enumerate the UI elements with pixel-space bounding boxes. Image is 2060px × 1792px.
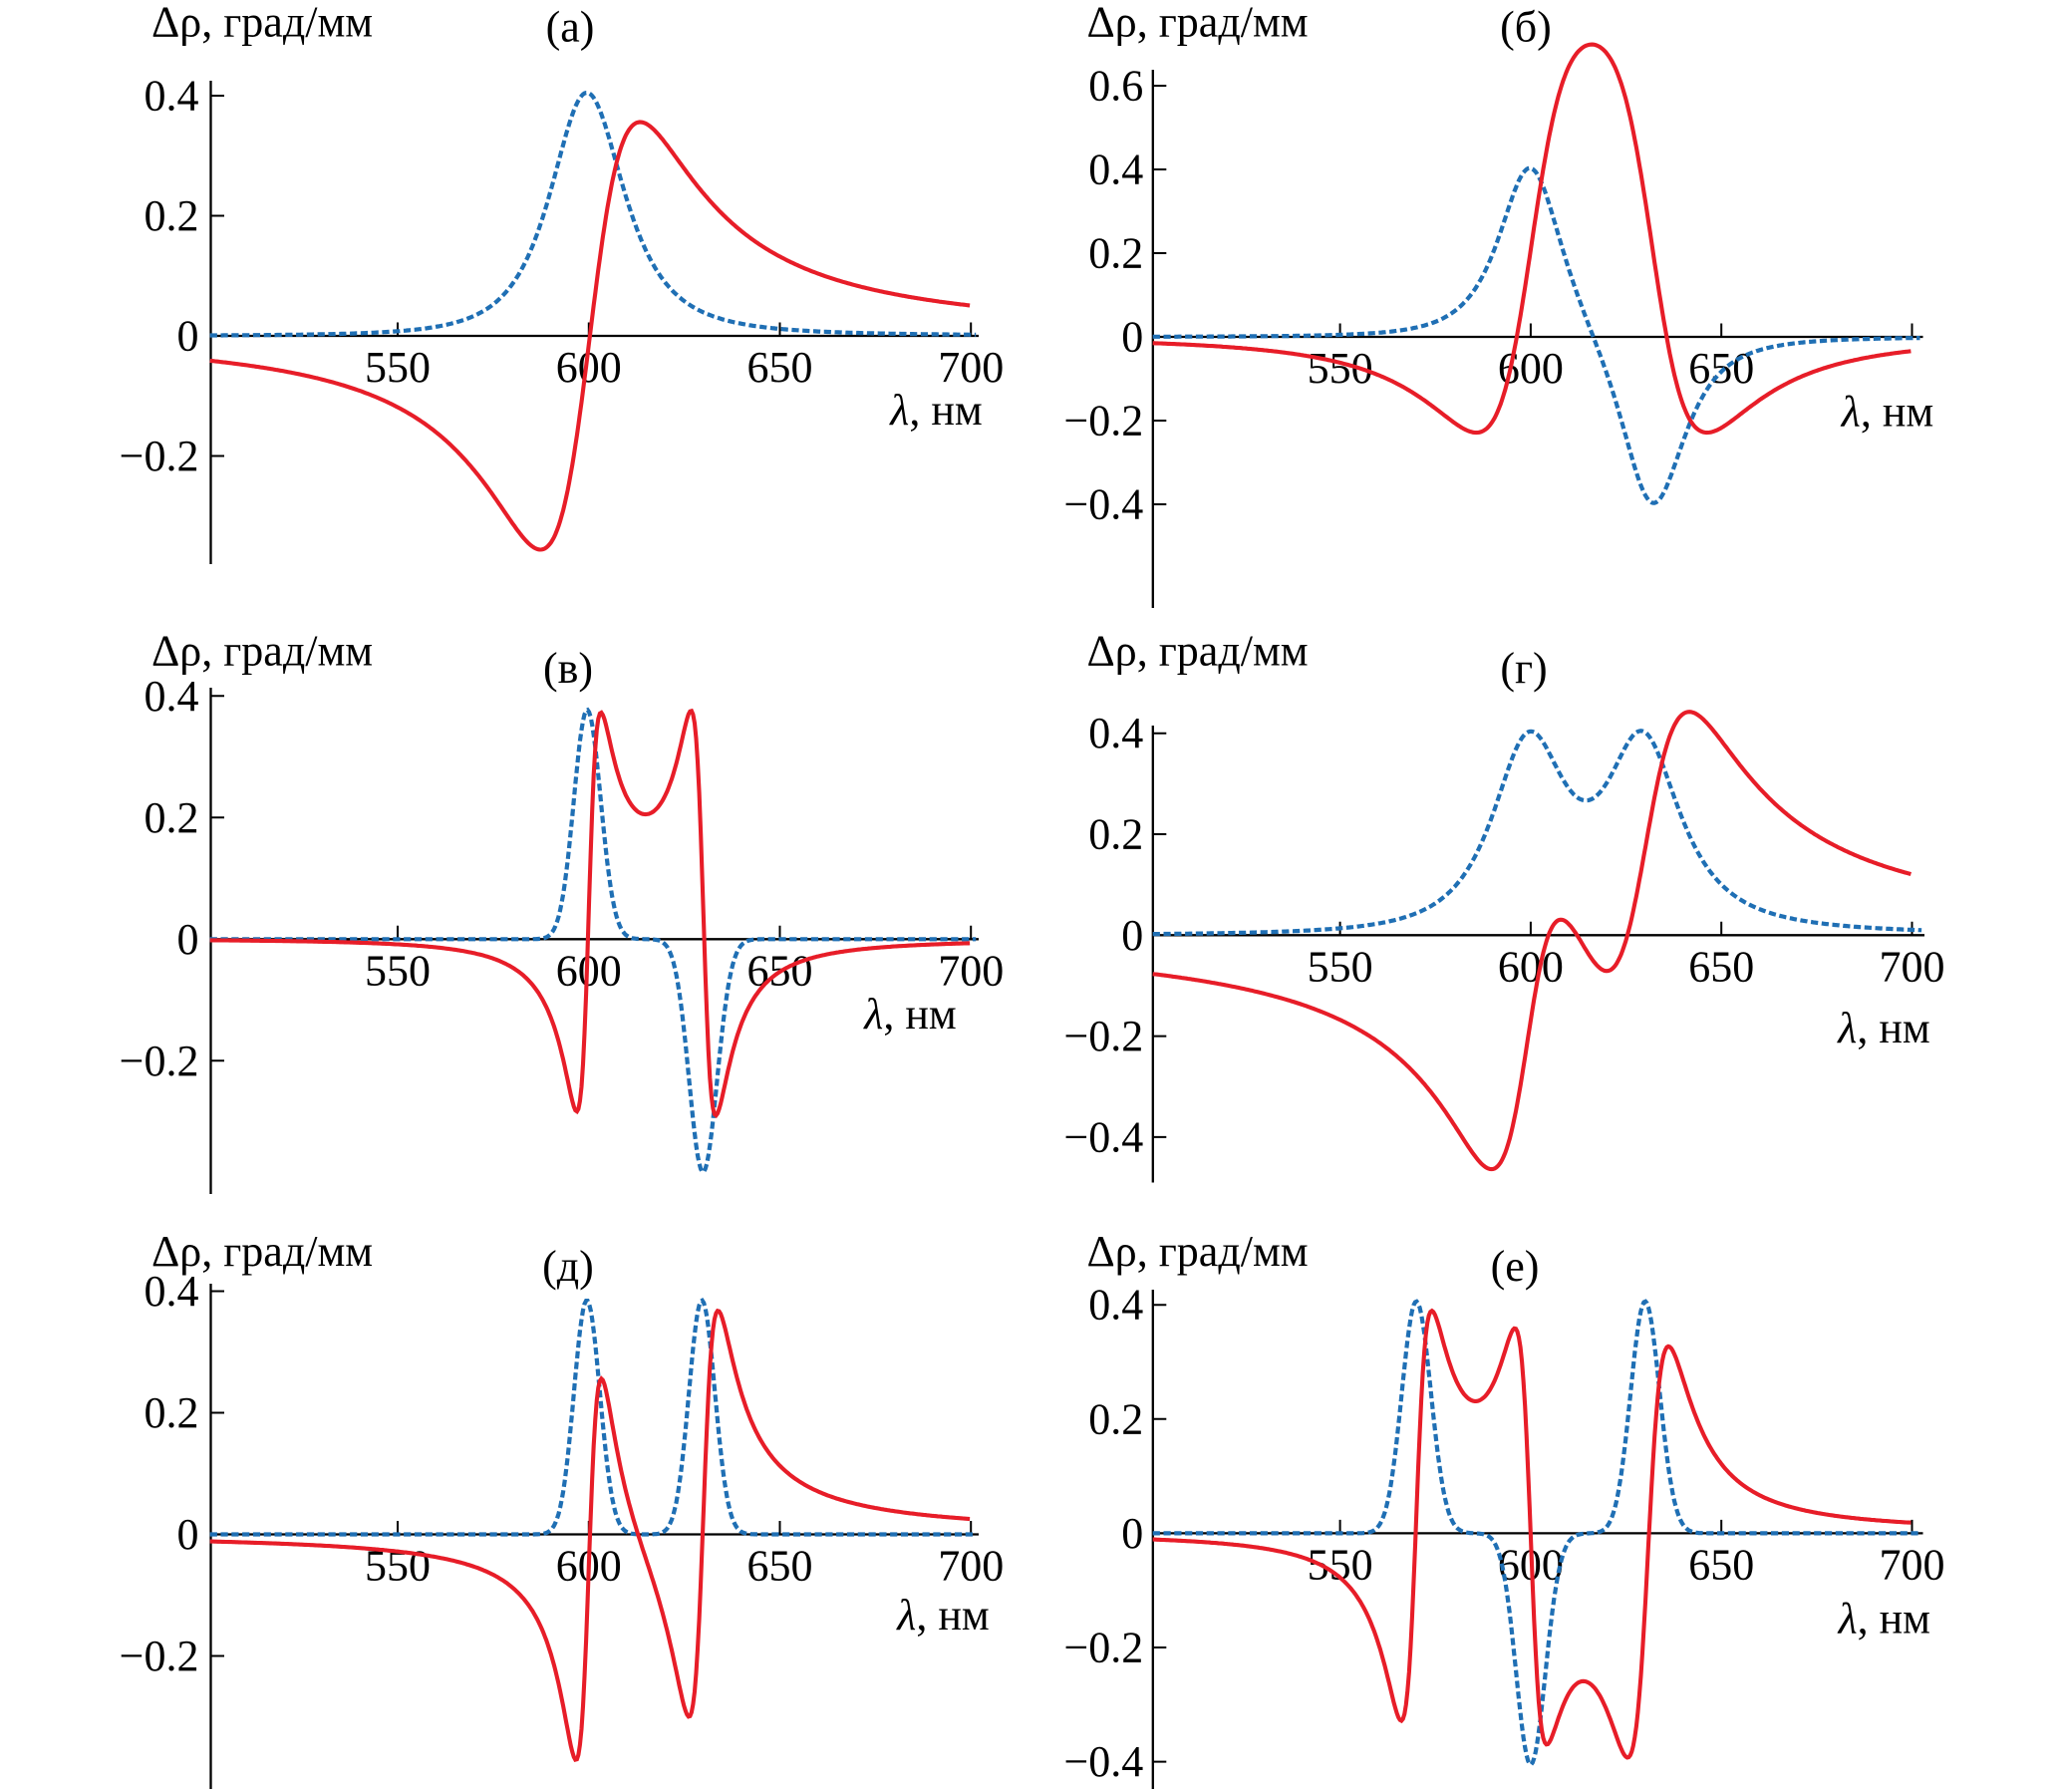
svg-text:−0.2: −0.2 bbox=[1063, 397, 1143, 446]
svg-text:650: 650 bbox=[747, 343, 813, 392]
svg-text:−0.4: −0.4 bbox=[1063, 480, 1143, 529]
svg-text:0: 0 bbox=[177, 915, 199, 964]
svg-text:700: 700 bbox=[938, 1542, 1004, 1591]
svg-text:550: 550 bbox=[365, 343, 431, 392]
svg-text:(б): (б) bbox=[1500, 3, 1552, 52]
svg-text:0: 0 bbox=[1121, 1509, 1143, 1558]
svg-text:0.2: 0.2 bbox=[145, 191, 199, 240]
svg-text:Δρ, град/мм: Δρ, град/мм bbox=[1087, 627, 1309, 676]
svg-text:700: 700 bbox=[1880, 1540, 1945, 1589]
svg-text:0.2: 0.2 bbox=[1088, 229, 1143, 278]
svg-text:0: 0 bbox=[177, 312, 199, 361]
svg-text:0.4: 0.4 bbox=[145, 1267, 199, 1316]
svg-text:Δρ, град/мм: Δρ, град/мм bbox=[151, 0, 373, 47]
svg-text:700: 700 bbox=[1880, 942, 1945, 991]
svg-text:0.4: 0.4 bbox=[145, 672, 199, 721]
svg-text:0.4: 0.4 bbox=[145, 72, 199, 121]
svg-text:0.2: 0.2 bbox=[1088, 810, 1143, 859]
svg-text:λ, нм: λ, нм bbox=[1840, 388, 1933, 437]
svg-text:−0.2: −0.2 bbox=[1063, 1624, 1143, 1672]
svg-text:600: 600 bbox=[1498, 942, 1564, 991]
svg-text:−0.4: −0.4 bbox=[1063, 1112, 1143, 1161]
svg-text:550: 550 bbox=[1308, 942, 1373, 991]
svg-text:λ, нм: λ, нм bbox=[1836, 1004, 1929, 1052]
svg-text:λ, нм: λ, нм bbox=[862, 990, 956, 1039]
svg-text:Δρ, град/мм: Δρ, град/мм bbox=[151, 627, 373, 676]
svg-text:(а): (а) bbox=[546, 3, 595, 52]
svg-text:(г): (г) bbox=[1500, 644, 1547, 693]
svg-text:(д): (д) bbox=[542, 1242, 594, 1291]
svg-text:0: 0 bbox=[177, 1510, 199, 1559]
svg-text:0.2: 0.2 bbox=[145, 793, 199, 842]
svg-text:0.4: 0.4 bbox=[1088, 1281, 1143, 1330]
svg-text:0.2: 0.2 bbox=[1088, 1394, 1143, 1443]
svg-text:−0.2: −0.2 bbox=[120, 1632, 199, 1680]
svg-text:0.6: 0.6 bbox=[1088, 62, 1143, 111]
svg-text:0.2: 0.2 bbox=[145, 1388, 199, 1437]
svg-text:−0.2: −0.2 bbox=[120, 1037, 199, 1085]
svg-text:λ, нм: λ, нм bbox=[895, 1591, 989, 1640]
svg-text:(е): (е) bbox=[1491, 1242, 1540, 1291]
svg-text:−0.4: −0.4 bbox=[1063, 1737, 1143, 1786]
svg-text:Δρ, град/мм: Δρ, град/мм bbox=[151, 1227, 373, 1276]
svg-text:Δρ, град/мм: Δρ, град/мм bbox=[1087, 0, 1309, 47]
svg-text:650: 650 bbox=[1688, 344, 1754, 393]
svg-text:λ, нм: λ, нм bbox=[1837, 1595, 1930, 1643]
svg-text:−0.2: −0.2 bbox=[120, 432, 199, 480]
svg-text:0: 0 bbox=[1121, 313, 1143, 362]
svg-text:550: 550 bbox=[365, 946, 431, 995]
svg-text:0.4: 0.4 bbox=[1088, 709, 1143, 757]
svg-text:−0.2: −0.2 bbox=[1063, 1012, 1143, 1060]
svg-text:Δρ, град/мм: Δρ, град/мм bbox=[1087, 1227, 1309, 1276]
svg-text:(в): (в) bbox=[543, 644, 593, 693]
svg-text:650: 650 bbox=[1688, 1540, 1754, 1589]
svg-text:650: 650 bbox=[747, 1542, 813, 1591]
svg-text:λ, нм: λ, нм bbox=[888, 386, 982, 435]
svg-text:700: 700 bbox=[938, 946, 1004, 995]
svg-text:0: 0 bbox=[1121, 911, 1143, 960]
svg-text:700: 700 bbox=[938, 343, 1004, 392]
svg-text:0.4: 0.4 bbox=[1088, 146, 1143, 194]
svg-text:650: 650 bbox=[1688, 942, 1754, 991]
